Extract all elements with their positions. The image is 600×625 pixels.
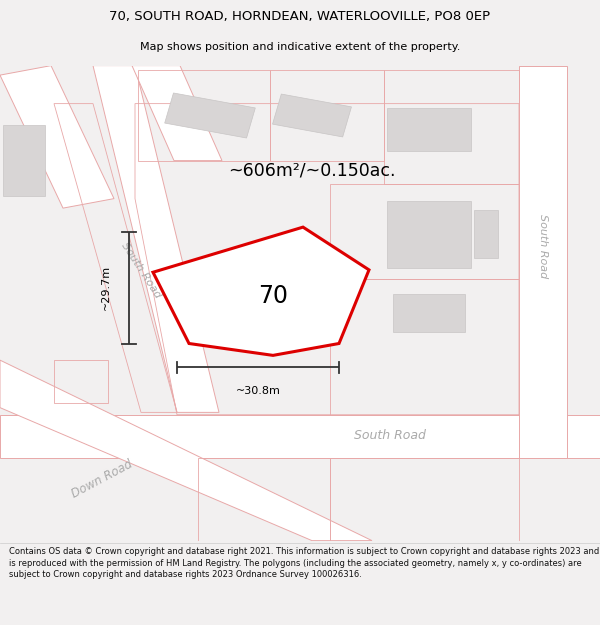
Polygon shape: [209, 252, 313, 312]
Text: ~30.8m: ~30.8m: [236, 386, 280, 396]
Text: ~606m²/~0.150ac.: ~606m²/~0.150ac.: [228, 161, 395, 179]
Text: 70, SOUTH ROAD, HORNDEAN, WATERLOOVILLE, PO8 0EP: 70, SOUTH ROAD, HORNDEAN, WATERLOOVILLE,…: [109, 10, 491, 23]
Polygon shape: [387, 201, 471, 268]
Polygon shape: [387, 108, 471, 151]
Polygon shape: [164, 93, 256, 138]
Polygon shape: [519, 66, 567, 458]
Polygon shape: [0, 415, 600, 458]
Text: 70: 70: [258, 284, 288, 308]
Text: ~29.7m: ~29.7m: [101, 265, 111, 310]
Text: South Road: South Road: [354, 429, 426, 442]
Polygon shape: [393, 294, 465, 332]
Text: Down Road: Down Road: [69, 458, 135, 501]
Polygon shape: [132, 66, 222, 161]
Polygon shape: [93, 66, 219, 413]
Polygon shape: [0, 360, 372, 541]
Text: Contains OS data © Crown copyright and database right 2021. This information is : Contains OS data © Crown copyright and d…: [9, 548, 599, 579]
Polygon shape: [474, 211, 498, 258]
Text: South Road: South Road: [538, 214, 548, 278]
Polygon shape: [153, 227, 369, 356]
Text: Map shows position and indicative extent of the property.: Map shows position and indicative extent…: [140, 42, 460, 52]
Polygon shape: [0, 66, 114, 208]
Text: South Road: South Road: [119, 240, 163, 299]
Polygon shape: [272, 94, 352, 137]
Polygon shape: [3, 125, 45, 196]
